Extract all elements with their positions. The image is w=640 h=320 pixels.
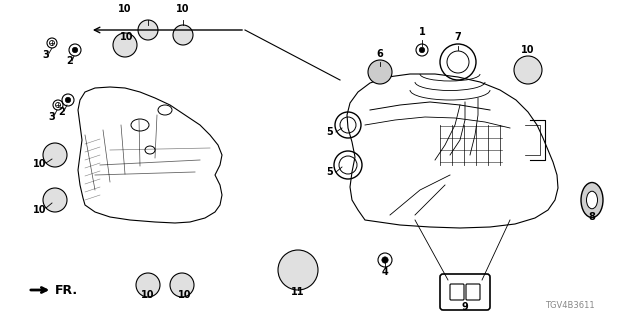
Circle shape [170, 273, 194, 297]
Text: 10: 10 [176, 4, 189, 14]
Text: 3: 3 [49, 112, 56, 122]
Text: 2: 2 [67, 56, 74, 66]
Text: 8: 8 [589, 212, 595, 222]
Text: 10: 10 [120, 32, 134, 42]
Text: 7: 7 [454, 32, 461, 42]
Text: 5: 5 [326, 127, 333, 137]
Text: 10: 10 [179, 290, 192, 300]
Circle shape [72, 47, 77, 53]
Text: 11: 11 [291, 287, 305, 297]
Text: 1: 1 [419, 27, 426, 37]
Circle shape [278, 250, 318, 290]
Text: 10: 10 [33, 205, 47, 215]
Circle shape [419, 47, 425, 53]
Text: 10: 10 [141, 290, 155, 300]
Circle shape [65, 97, 70, 103]
Circle shape [173, 25, 193, 45]
Circle shape [368, 60, 392, 84]
Circle shape [43, 143, 67, 167]
Text: 6: 6 [376, 49, 383, 59]
Ellipse shape [581, 182, 603, 218]
Text: 9: 9 [461, 302, 468, 312]
Text: 10: 10 [118, 4, 132, 14]
Text: TGV4B3611: TGV4B3611 [545, 301, 595, 310]
Text: 3: 3 [43, 50, 49, 60]
FancyBboxPatch shape [440, 274, 490, 310]
Text: 4: 4 [381, 267, 388, 277]
Ellipse shape [586, 191, 598, 209]
Text: 2: 2 [59, 107, 65, 117]
Text: 10: 10 [33, 159, 47, 169]
Circle shape [43, 188, 67, 212]
Circle shape [113, 33, 137, 57]
Circle shape [136, 273, 160, 297]
Text: 10: 10 [521, 45, 535, 55]
Circle shape [138, 20, 158, 40]
Circle shape [514, 56, 542, 84]
Text: 5: 5 [326, 167, 333, 177]
Text: FR.: FR. [31, 284, 78, 297]
Circle shape [382, 257, 388, 263]
